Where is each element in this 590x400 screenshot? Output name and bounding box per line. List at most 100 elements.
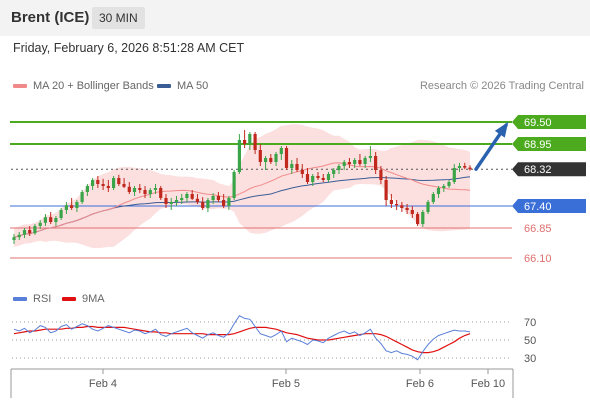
candle-body bbox=[316, 176, 320, 178]
candle-body bbox=[264, 158, 268, 162]
legend-rsi: RSI bbox=[13, 293, 51, 305]
candle-body bbox=[248, 134, 252, 144]
rsi-tick-label: 50 bbox=[524, 335, 536, 347]
candle-body bbox=[258, 150, 262, 162]
candle-body bbox=[222, 200, 226, 206]
ma50-swatch bbox=[157, 84, 171, 88]
candle-body bbox=[405, 208, 409, 210]
candle-body bbox=[33, 226, 37, 234]
candle-body bbox=[70, 205, 74, 208]
candle-body bbox=[143, 190, 147, 194]
candle-body bbox=[332, 170, 336, 174]
candle-body bbox=[321, 178, 325, 180]
ma20-line bbox=[13, 162, 471, 238]
candle-body bbox=[311, 176, 315, 182]
rsi-ma-line bbox=[13, 325, 471, 354]
candle-body bbox=[326, 174, 331, 180]
candle-body bbox=[91, 180, 95, 186]
candle-body bbox=[185, 194, 189, 198]
candle-body bbox=[12, 237, 16, 240]
candle-body bbox=[59, 210, 63, 218]
legend-ma20: MA 20 + Bollinger Bands bbox=[13, 80, 154, 92]
candle-body bbox=[132, 188, 137, 192]
candle-body bbox=[112, 178, 116, 188]
candle-body bbox=[395, 204, 399, 206]
candle-body bbox=[269, 158, 273, 162]
candle-body bbox=[201, 202, 205, 208]
candle-body bbox=[28, 230, 32, 234]
candle-body bbox=[389, 200, 393, 204]
rsi-ma-label: 9MA bbox=[82, 293, 105, 305]
candle-body bbox=[127, 186, 131, 192]
candle-body bbox=[431, 194, 435, 202]
ma20-swatch bbox=[13, 84, 27, 88]
rsi-line bbox=[13, 315, 471, 361]
candle-body bbox=[85, 186, 89, 192]
candle-body bbox=[379, 170, 383, 180]
bollinger-band bbox=[14, 124, 470, 249]
candle-body bbox=[284, 148, 289, 168]
candle-body bbox=[337, 166, 341, 170]
candle-body bbox=[426, 202, 430, 212]
timestamp: Friday, February 6, 2026 8:51:28 AM CET bbox=[13, 41, 245, 55]
candle-body bbox=[169, 202, 173, 204]
ma20-label: MA 20 + Bollinger Bands bbox=[33, 80, 154, 92]
candle-body bbox=[442, 186, 446, 188]
candle-body bbox=[363, 158, 367, 164]
candle-body bbox=[80, 192, 84, 202]
candle-body bbox=[457, 166, 462, 168]
candle-body bbox=[22, 230, 27, 235]
level-label-pivot: 67.40 bbox=[524, 201, 552, 213]
forecast-arrowhead bbox=[494, 121, 509, 138]
candle-body bbox=[17, 234, 21, 238]
candle-body bbox=[195, 198, 199, 202]
candle-body bbox=[384, 180, 388, 200]
candle-body bbox=[206, 200, 210, 208]
candle-body bbox=[342, 162, 346, 166]
credit-text: Research © 2026 Trading Central bbox=[419, 80, 584, 92]
candle-body bbox=[253, 134, 257, 150]
candle-body bbox=[374, 156, 378, 170]
candle-body bbox=[106, 186, 110, 188]
candle-body bbox=[410, 210, 414, 214]
candle-body bbox=[96, 180, 100, 184]
candle-body bbox=[64, 205, 68, 210]
candle-body bbox=[452, 168, 456, 182]
x-tick-label: Feb 4 bbox=[89, 378, 117, 390]
legend-rsi-ma: 9MA bbox=[62, 293, 105, 305]
candle-body bbox=[148, 190, 152, 194]
candle-body bbox=[49, 217, 53, 222]
candle-body bbox=[237, 140, 241, 172]
candle-body bbox=[468, 167, 472, 170]
candle-body bbox=[279, 148, 283, 154]
candle-body bbox=[38, 222, 42, 226]
candle-body bbox=[305, 174, 310, 182]
candle-body bbox=[353, 160, 357, 164]
candle-body bbox=[122, 184, 126, 187]
candle-body bbox=[232, 172, 236, 198]
level-label-support: 66.10 bbox=[524, 253, 552, 265]
rsi-ma-swatch bbox=[62, 297, 76, 301]
candle-body bbox=[75, 202, 79, 208]
rsi-tick-label: 30 bbox=[524, 353, 536, 365]
candle-body bbox=[368, 156, 372, 158]
timeframe-badge[interactable]: 30 MIN bbox=[92, 7, 145, 29]
chart-header: Brent (ICE) 30 MIN bbox=[0, 0, 590, 36]
candle-body bbox=[211, 196, 215, 200]
level-tag-resistance bbox=[512, 137, 586, 151]
level-label-resistance: 68.95 bbox=[524, 139, 552, 151]
candle-body bbox=[153, 188, 158, 190]
x-tick-label: Feb 10 bbox=[471, 378, 505, 390]
candle-body bbox=[447, 182, 451, 186]
candle-body bbox=[300, 170, 304, 174]
level-tag-current bbox=[512, 162, 586, 177]
rsi-tick-label: 70 bbox=[524, 317, 536, 329]
candle-body bbox=[159, 188, 163, 198]
candle-body bbox=[463, 166, 467, 168]
candle-body bbox=[43, 217, 47, 223]
candle-body bbox=[101, 184, 105, 186]
candle-body bbox=[436, 188, 441, 194]
candle-body bbox=[227, 198, 231, 206]
instrument-title: Brent (ICE) bbox=[11, 9, 90, 26]
